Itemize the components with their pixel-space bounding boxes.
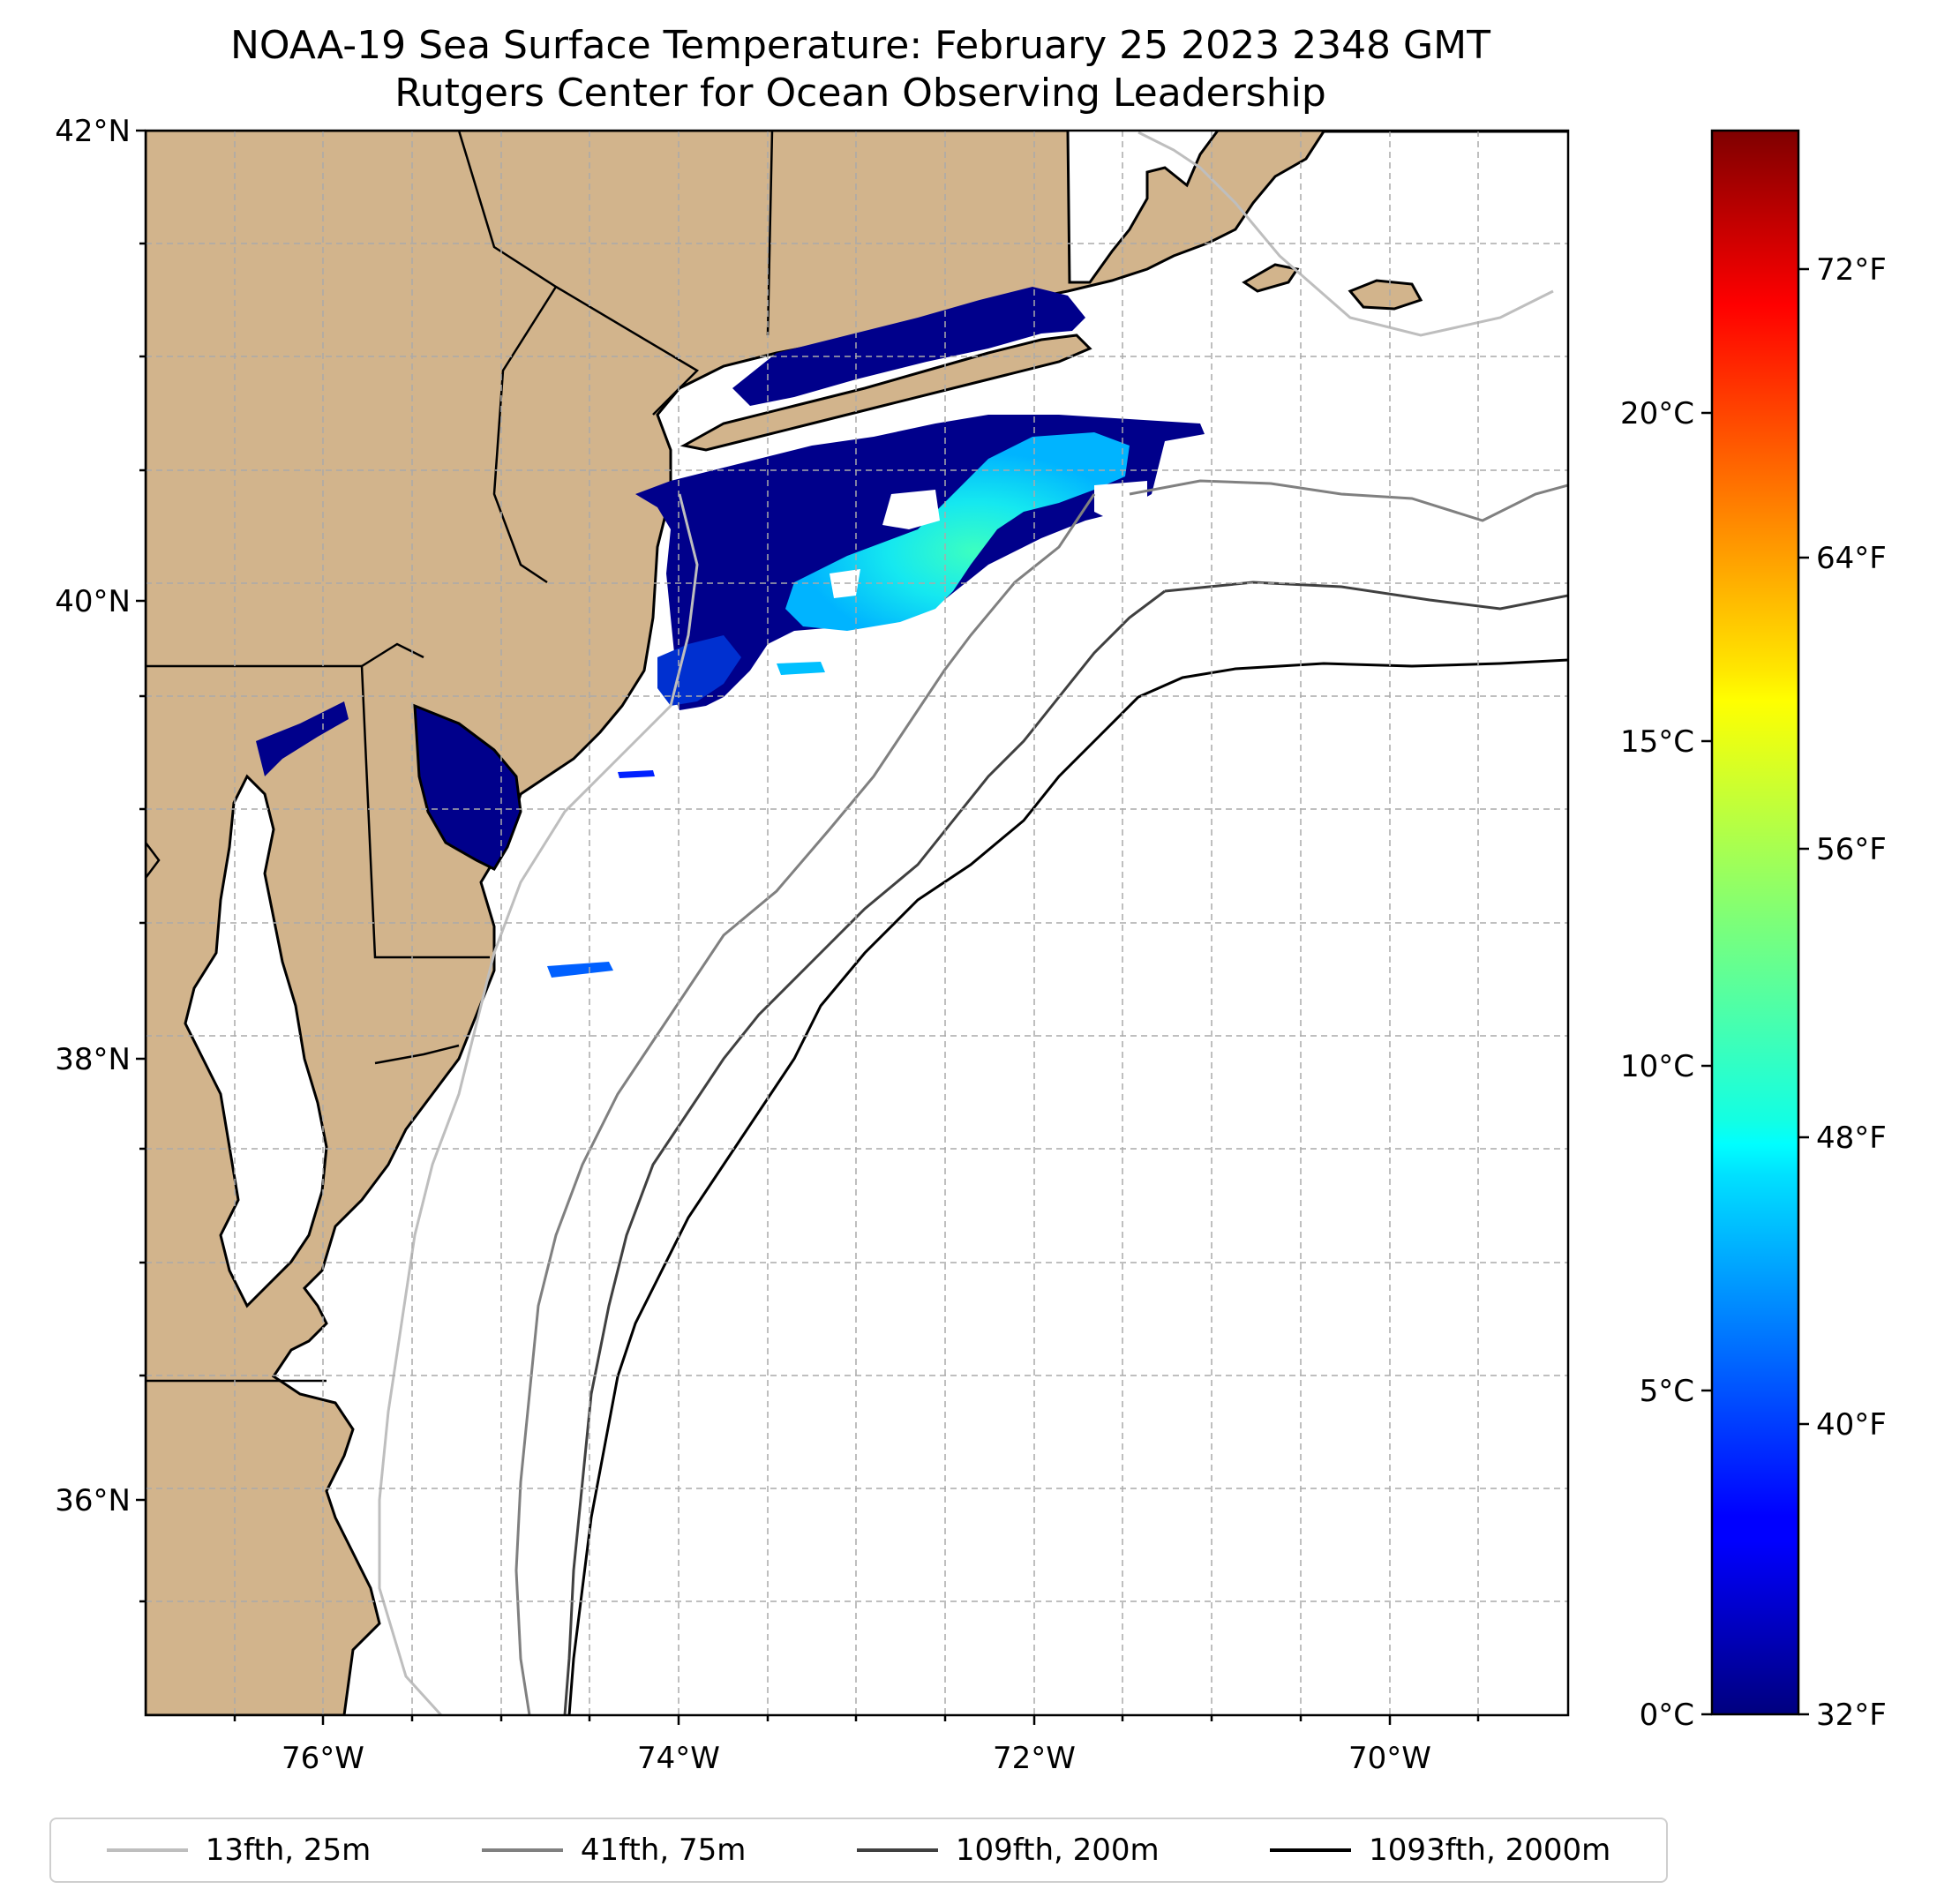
- lat-label-38n: 38°N: [55, 1042, 131, 1077]
- land-nantucket: [1348, 279, 1423, 311]
- legend-item-200m: 109fth, 200m: [856, 1833, 1160, 1868]
- lon-label-76w: 76°W: [282, 1741, 364, 1776]
- lat-label-42n: 42°N: [55, 114, 131, 149]
- contour-2000m: [567, 658, 1568, 1715]
- legend-label-2000m: 1093fth, 2000m: [1369, 1833, 1611, 1868]
- legend-swatch-200m: [856, 1848, 938, 1852]
- cbar-c-0: 0°C: [1640, 1698, 1694, 1733]
- delaware-bay: [413, 703, 522, 871]
- cbar-f-64: 64°F: [1816, 541, 1887, 576]
- gridlines: [146, 131, 1568, 1715]
- legend-item-25m: 13fth, 25m: [106, 1833, 372, 1868]
- cbar-f-48: 48°F: [1816, 1121, 1887, 1156]
- axis-ticks: [136, 129, 1480, 1725]
- cbar-c-10: 10°C: [1620, 1049, 1694, 1084]
- legend-label-75m: 41fth, 75m: [580, 1833, 747, 1868]
- legend-label-25m: 13fth, 25m: [205, 1833, 372, 1868]
- legend-swatch-75m: [481, 1848, 563, 1852]
- colorbar: [1710, 129, 1800, 1716]
- map-plot-area: [146, 131, 1568, 1715]
- map-title: NOAA-19 Sea Surface Temperature: Februar…: [230, 23, 1490, 68]
- colorbar-ticks: [1701, 267, 1809, 1716]
- contour-75m: [514, 493, 1096, 1715]
- cbar-c-5: 5°C: [1640, 1374, 1694, 1409]
- land-long-island: [679, 334, 1092, 452]
- cbar-f-72: 72°F: [1816, 252, 1887, 288]
- lon-label-74w: 74°W: [637, 1741, 720, 1776]
- map-subtitle: Rutgers Center for Ocean Observing Leade…: [394, 71, 1326, 116]
- lat-label-40n: 40°N: [55, 584, 131, 619]
- chesapeake-bay: [184, 774, 328, 1308]
- legend-item-2000m: 1093fth, 2000m: [1270, 1833, 1610, 1868]
- contour-25m: [378, 493, 699, 1715]
- sst-data: [256, 287, 1205, 978]
- legend-swatch-2000m: [1270, 1848, 1352, 1852]
- legend-swatch-25m: [106, 1848, 188, 1852]
- contour-legend: 13fth, 25m 41fth, 75m 109fth, 200m 1093f…: [49, 1818, 1668, 1883]
- land-marthas-vineyard: [1242, 263, 1300, 293]
- contour-200m: [563, 589, 1166, 1715]
- contour-25m-outer: [1137, 131, 1554, 337]
- legend-label-200m: 109fth, 200m: [955, 1833, 1160, 1868]
- cbar-f-56: 56°F: [1816, 832, 1887, 867]
- cbar-f-40: 40°F: [1816, 1407, 1887, 1443]
- cbar-c-15: 15°C: [1620, 724, 1694, 760]
- cbar-c-20: 20°C: [1620, 396, 1694, 431]
- cbar-f-32: 32°F: [1816, 1698, 1887, 1733]
- legend-item-75m: 41fth, 75m: [481, 1833, 747, 1868]
- state-borders: [146, 131, 774, 1383]
- lon-label-72w: 72°W: [993, 1741, 1076, 1776]
- lon-label-70w: 70°W: [1348, 1741, 1431, 1776]
- lat-label-36n: 36°N: [55, 1483, 131, 1518]
